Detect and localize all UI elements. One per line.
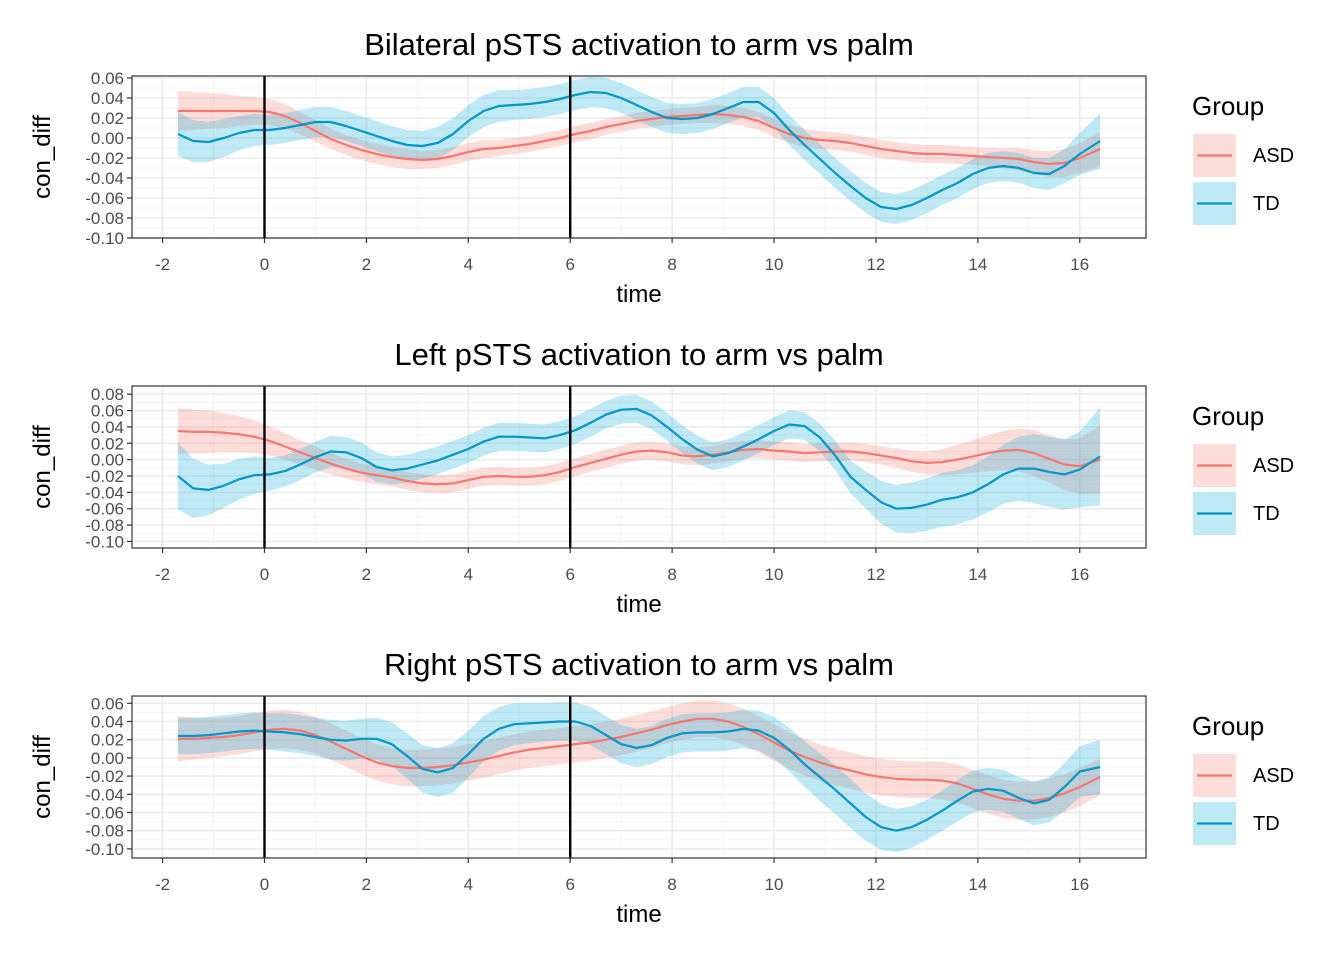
- x-tick-label: 16: [1070, 255, 1089, 274]
- y-tick-label: -0.08: [85, 516, 124, 535]
- x-axis-title: time: [616, 591, 661, 618]
- chart-panel-2: -2 0 2 4 6 8 10 12 14 16 -0.10-0.08-0.06-0.04-0.02…: [29, 337, 1294, 618]
- series-line-td: [177, 720, 1101, 832]
- y-tick-label: -0.10: [85, 532, 124, 551]
- y-tick-label: 0.04: [91, 89, 124, 108]
- x-tick-label: -2: [155, 255, 170, 274]
- confidence-ribbon-td: [177, 395, 1101, 534]
- plot-border: [131, 75, 1147, 239]
- x-tick-label: 2: [362, 565, 371, 584]
- legend-title: Group: [1192, 711, 1264, 741]
- x-tick-label: 12: [866, 565, 885, 584]
- y-tick-label: 0.00: [91, 749, 124, 768]
- x-tick-label: 2: [362, 255, 371, 274]
- y-axis-title: con_diff: [29, 425, 56, 509]
- x-tick-label: 16: [1070, 565, 1089, 584]
- x-tick-label: 8: [667, 255, 676, 274]
- x-tick-label: 8: [667, 565, 676, 584]
- x-tick-label: 10: [765, 875, 784, 894]
- legend-label-td: TD: [1253, 193, 1280, 215]
- x-tick-label: -2: [155, 565, 170, 584]
- legend: Group ASD TD: [1192, 91, 1294, 225]
- y-tick-label: -0.04: [85, 785, 124, 804]
- legend-title: Group: [1192, 401, 1264, 431]
- confidence-ribbon-td: [177, 702, 1101, 853]
- chart-title: Left pSTS activation to arm vs palm: [394, 337, 883, 372]
- y-tick-label: -0.02: [85, 767, 124, 786]
- x-tick-label: 12: [866, 875, 885, 894]
- y-tick-label: -0.06: [85, 500, 124, 519]
- x-tick-label: 16: [1070, 875, 1089, 894]
- x-tick-label: 14: [968, 565, 987, 584]
- chart-panel-3: -2 0 2 4 6 8 10 12 14 16 -0.10-0.08-0.06-0.04-0.02…: [29, 647, 1294, 928]
- chart-title: Bilateral pSTS activation to arm vs palm: [364, 27, 914, 62]
- y-tick-label: 0.04: [91, 418, 124, 437]
- legend: Group ASD TD: [1192, 401, 1294, 535]
- confidence-ribbon-td: [177, 77, 1101, 224]
- x-tick-label: 4: [464, 875, 473, 894]
- chart-title: Right pSTS activation to arm vs palm: [384, 647, 894, 682]
- y-tick-label: 0.06: [91, 694, 124, 713]
- y-tick-label: 0.04: [91, 712, 124, 731]
- x-tick-label: 4: [464, 565, 473, 584]
- y-axis-title: con_diff: [29, 735, 56, 819]
- plot-border: [131, 695, 1147, 859]
- chart-panel-1: -2 0 2 4 6 8 10 12 14 16 -0.10-0.08-0.06-0.04-0.02…: [29, 27, 1294, 308]
- legend-label-asd: ASD: [1253, 455, 1294, 477]
- y-tick-label: 0.02: [91, 731, 124, 750]
- y-tick-label: -0.10: [85, 229, 124, 248]
- series-line-asd: [177, 429, 1101, 486]
- y-tick-label: -0.02: [85, 149, 124, 168]
- series-line-asd: [177, 717, 1101, 802]
- x-tick-label: 4: [464, 255, 473, 274]
- y-tick-label: -0.10: [85, 840, 124, 859]
- y-tick-label: -0.08: [85, 209, 124, 228]
- legend-label-asd: ASD: [1253, 145, 1294, 167]
- legend-title: Group: [1192, 91, 1264, 121]
- y-tick-label: -0.06: [85, 189, 124, 208]
- y-tick-label: -0.04: [85, 483, 124, 502]
- x-tick-label: 0: [260, 565, 269, 584]
- y-tick-label: 0.02: [91, 434, 124, 453]
- series-line-td: [177, 407, 1101, 510]
- x-tick-label: 6: [565, 565, 574, 584]
- x-tick-label: 6: [565, 875, 574, 894]
- y-tick-label: -0.02: [85, 467, 124, 486]
- x-tick-label: -2: [155, 875, 170, 894]
- x-tick-label: 0: [260, 875, 269, 894]
- x-axis-title: time: [616, 281, 661, 308]
- x-tick-label: 8: [667, 875, 676, 894]
- confidence-ribbon-asd: [177, 91, 1101, 177]
- y-tick-label: 0.02: [91, 109, 124, 128]
- legend-label-td: TD: [1253, 813, 1280, 835]
- y-tick-label: -0.08: [85, 822, 124, 841]
- series-line-td: [177, 90, 1101, 211]
- y-tick-label: 0.06: [91, 402, 124, 421]
- x-tick-label: 2: [362, 875, 371, 894]
- x-tick-label: 10: [765, 255, 784, 274]
- x-tick-label: 14: [968, 255, 987, 274]
- x-axis-title: time: [616, 901, 661, 928]
- legend-label-td: TD: [1253, 503, 1280, 525]
- plot-background: [132, 386, 1146, 548]
- y-tick-label: 0.06: [91, 69, 124, 88]
- y-axis-title: con_diff: [29, 115, 56, 199]
- plot-border: [131, 385, 1147, 549]
- legend-label-asd: ASD: [1253, 765, 1294, 787]
- y-tick-label: 0.00: [91, 129, 124, 148]
- y-tick-label: 0.08: [91, 385, 124, 404]
- series-line-asd: [177, 109, 1101, 166]
- y-tick-label: -0.04: [85, 169, 124, 188]
- x-tick-label: 10: [765, 565, 784, 584]
- y-tick-label: 0.00: [91, 451, 124, 470]
- x-tick-label: 6: [565, 255, 574, 274]
- x-tick-label: 12: [866, 255, 885, 274]
- x-tick-label: 14: [968, 875, 987, 894]
- legend: Group ASD TD: [1192, 711, 1294, 845]
- x-tick-label: 0: [260, 255, 269, 274]
- y-tick-label: -0.06: [85, 803, 124, 822]
- confidence-ribbon-asd: [177, 700, 1101, 820]
